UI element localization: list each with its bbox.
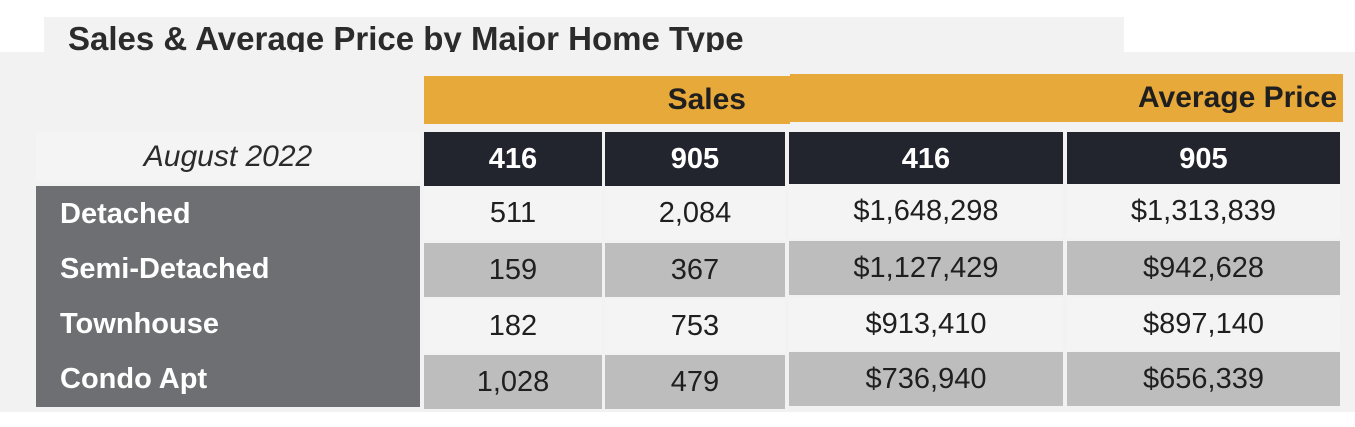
table-cell: 159 xyxy=(424,243,602,297)
sales-group-header: Sales xyxy=(424,76,790,124)
table-cell: $897,140 xyxy=(1067,297,1340,351)
column-header-price-416: 416 xyxy=(789,132,1063,186)
table-cell: 182 xyxy=(424,299,602,353)
row-label-semi-detached: Semi-Detached xyxy=(60,252,270,285)
table-cell: $1,313,839 xyxy=(1067,184,1340,238)
table-cell: $942,628 xyxy=(1067,241,1340,295)
row-label-column xyxy=(36,186,420,407)
row-label-townhouse: Townhouse xyxy=(60,307,219,340)
table-cell: $1,648,298 xyxy=(789,184,1063,238)
table-cell: 367 xyxy=(605,243,785,297)
column-header-price-905: 905 xyxy=(1067,132,1340,186)
table-cell: 511 xyxy=(424,186,602,240)
average-price-group-label: Average Price xyxy=(1137,81,1337,114)
table-cell: $656,339 xyxy=(1067,352,1340,406)
column-header-sales-416: 416 xyxy=(424,132,602,186)
row-label-condo-apt: Condo Apt xyxy=(60,362,208,395)
table-cell: $913,410 xyxy=(789,297,1063,351)
table-cell: 479 xyxy=(605,355,785,409)
page-title: Sales & Average Price by Major Home Type xyxy=(68,20,744,57)
table-cell: 2,084 xyxy=(605,186,785,240)
average-price-group-header: Average Price xyxy=(790,74,1343,122)
period-label: August 2022 xyxy=(36,132,420,182)
sales-group-label: Sales xyxy=(667,83,746,116)
table-cell: 1,028 xyxy=(424,355,602,409)
table-cell: 753 xyxy=(605,299,785,353)
table-cell: $736,940 xyxy=(789,352,1063,406)
column-header-sales-905: 905 xyxy=(605,132,785,186)
table-cell: $1,127,429 xyxy=(789,241,1063,295)
row-label-detached: Detached xyxy=(60,197,191,230)
